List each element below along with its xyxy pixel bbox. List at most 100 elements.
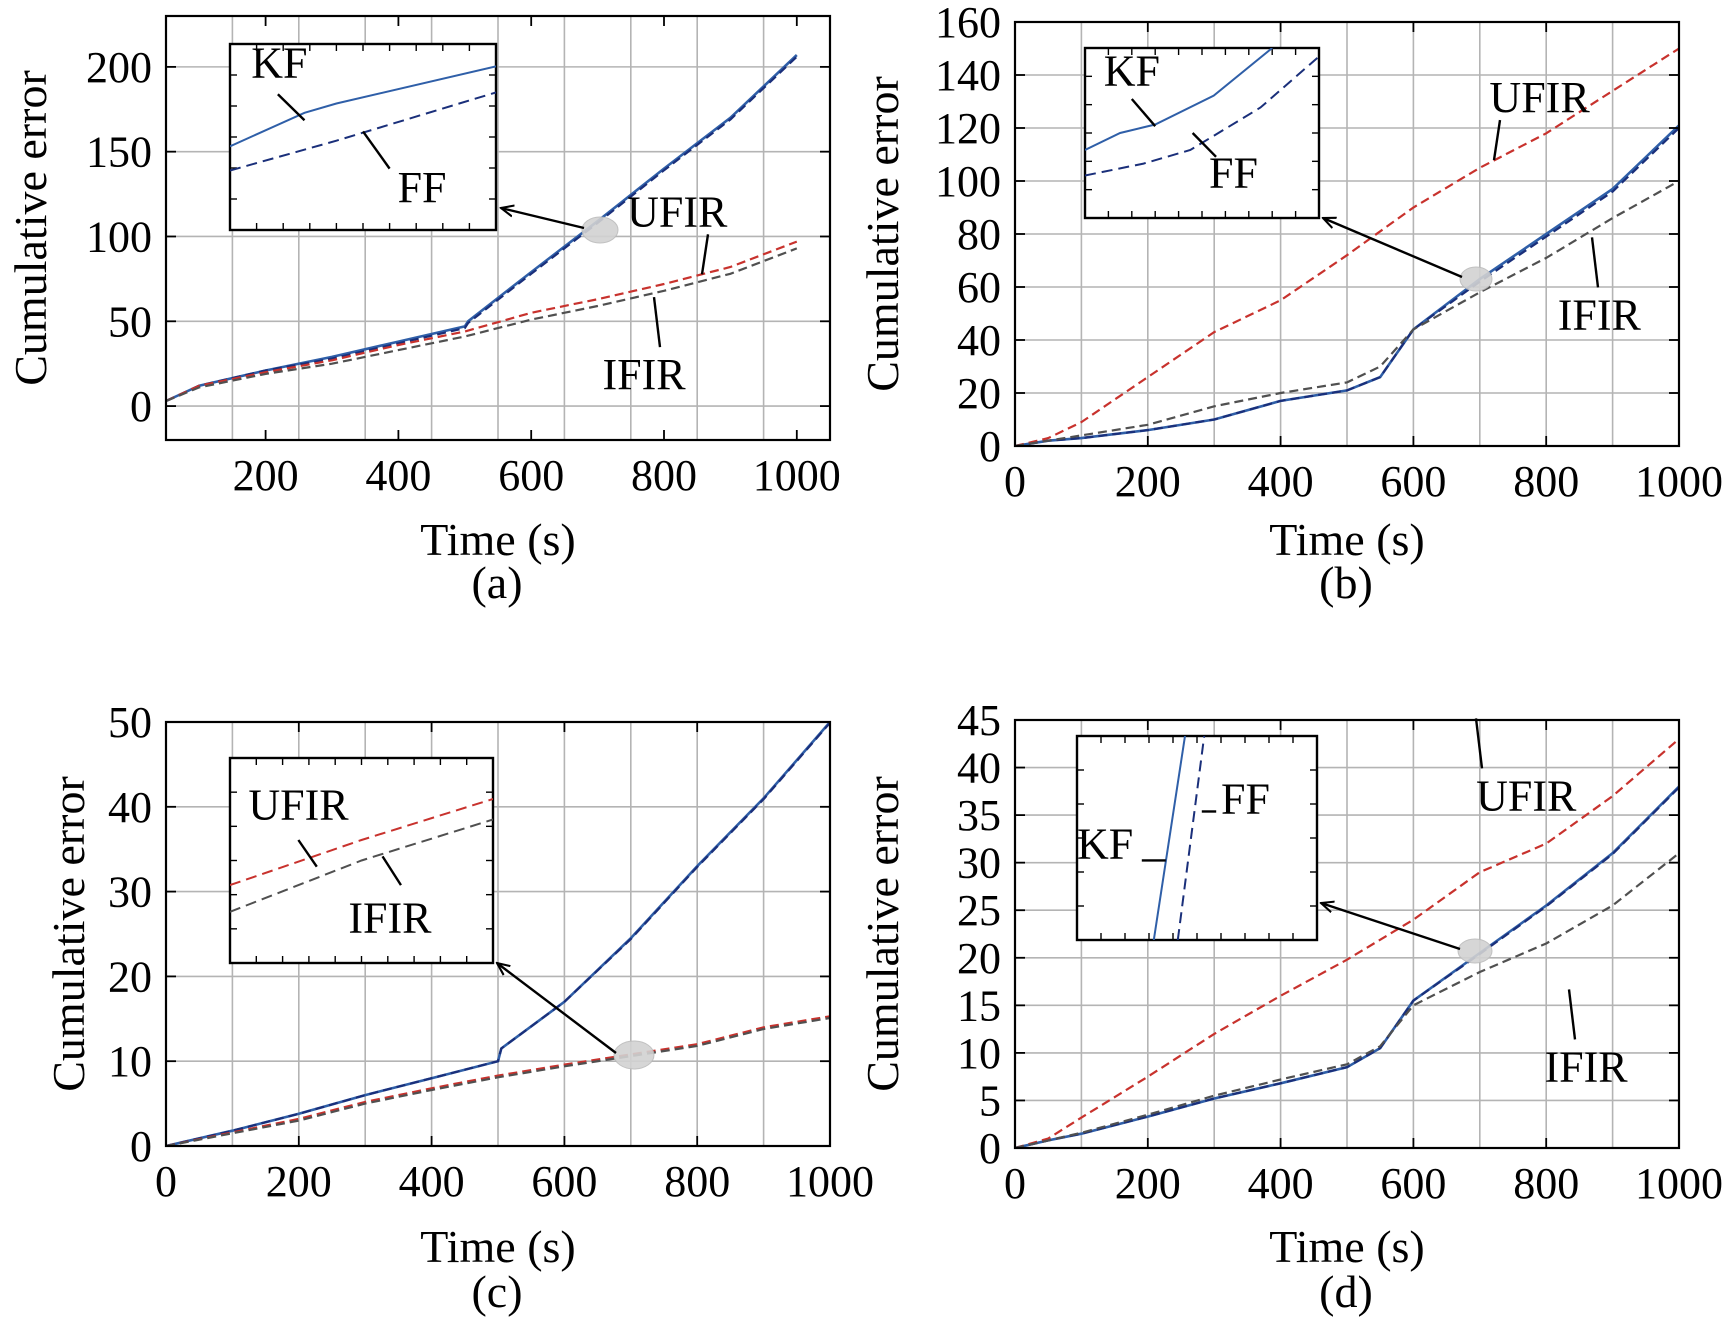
y-tick-label: 50 — [108, 297, 152, 346]
y-tick-label: 35 — [957, 791, 1001, 840]
y-tick-label: 0 — [130, 1122, 152, 1171]
y-tick-label: 50 — [108, 698, 152, 747]
y-tick-label: 15 — [957, 981, 1001, 1030]
series-label-ifir: IFIR — [603, 350, 687, 399]
x-tick-label: 400 — [1248, 1159, 1314, 1208]
x-tick-label: 200 — [233, 451, 299, 500]
y-tick-label: 120 — [935, 104, 1001, 153]
plot-frame — [1013, 718, 1681, 1150]
inset-series-group — [230, 798, 493, 913]
x-tick-label: 400 — [1248, 457, 1314, 506]
x-tick-label: 600 — [531, 1157, 597, 1206]
inset-label-pointer — [1191, 132, 1217, 158]
y-tick-label: 80 — [957, 210, 1001, 259]
series-line-kf — [166, 722, 830, 1146]
series-line-ifir — [166, 1016, 830, 1146]
inset-label-ff: FF — [1209, 148, 1258, 197]
y-tick-label: 5 — [979, 1076, 1001, 1125]
inset-series-group — [1152, 736, 1206, 940]
x-tick-label: 1000 — [753, 451, 841, 500]
y-tick-label: 140 — [935, 51, 1001, 100]
series-line-ff — [166, 55, 798, 402]
label-pointer — [1590, 237, 1600, 288]
y-tick-label: 20 — [108, 952, 152, 1001]
inset-series-group — [230, 65, 496, 172]
y-axis-title: Cumulative error — [857, 76, 908, 392]
inset-label-ifir: IFIR — [348, 893, 432, 942]
x-tick-label: 1000 — [786, 1157, 874, 1206]
x-tick-label: 800 — [631, 451, 697, 500]
y-tick-label: 25 — [957, 886, 1001, 935]
x-tick-label: 1000 — [1635, 1159, 1723, 1208]
inset: KF FF — [1075, 734, 1319, 942]
y-tick-label: 45 — [957, 696, 1001, 745]
x-tick-label: 0 — [155, 1157, 177, 1206]
x-axis-title: Time (s) — [420, 514, 576, 565]
series-line-ifir — [1015, 852, 1679, 1148]
x-tick-label: 0 — [1004, 1159, 1026, 1208]
x-tick-label: 600 — [1380, 457, 1446, 506]
series-group — [1015, 47, 1679, 446]
inset-line-ff — [1176, 736, 1206, 940]
y-tick-label: 20 — [957, 369, 1001, 418]
label-pointer — [652, 296, 662, 348]
inset: UFIR IFIR — [228, 756, 495, 965]
y-tick-label: 30 — [108, 868, 152, 917]
inset-label-pointer — [1130, 98, 1157, 127]
x-axis-title: Time (s) — [1269, 1221, 1425, 1272]
inset-label-ff: FF — [398, 163, 447, 212]
inset-line-kf — [230, 65, 496, 148]
series-label-ufir: UFIR — [1489, 73, 1590, 122]
panel-label: (c) — [471, 1266, 522, 1317]
x-tick-label: 800 — [1513, 1159, 1579, 1208]
x-tick-label: 800 — [1513, 457, 1579, 506]
x-tick-label: 600 — [1380, 1159, 1446, 1208]
x-axis-title: Time (s) — [420, 1221, 576, 1272]
y-axis-title: Cumulative error — [5, 70, 56, 386]
chart-panel: 200 400 600 800 1000 0 50 100 150 200 Time (s) Cumu… — [5, 14, 841, 608]
y-axis-title: Cumulative error — [43, 776, 94, 1092]
chart-panel: 0 200 400 600 800 1000 0 10 20 30 40 50 Time (s) Cumu… — [43, 698, 874, 1317]
panel-label: (b) — [1319, 557, 1373, 608]
y-axis-title: Cumulative error — [857, 776, 908, 1092]
y-tick-label: 0 — [979, 422, 1001, 471]
y-tick-label: 0 — [979, 1124, 1001, 1173]
inset-label-kf: KF — [1077, 819, 1133, 868]
inset-label-pointer — [381, 855, 402, 886]
series-group — [1015, 738, 1679, 1148]
x-tick-label: 200 — [1115, 457, 1181, 506]
x-tick-label: 200 — [266, 1157, 332, 1206]
y-tick-label: 40 — [957, 744, 1001, 793]
series-group — [166, 54, 798, 403]
zoom-highlight — [1457, 938, 1493, 964]
inset-line-ifir — [230, 818, 493, 913]
inset-line-ff — [230, 91, 496, 172]
x-tick-label: 600 — [498, 451, 564, 500]
inset-label-pointer — [362, 130, 391, 170]
series-line-ff — [1015, 786, 1679, 1148]
plot-frame — [164, 14, 832, 442]
inset-label-kf: KF — [1104, 46, 1160, 95]
inset-label-pointer — [297, 839, 318, 868]
zoom-highlight — [581, 216, 619, 244]
x-tick-label: 200 — [1115, 1159, 1181, 1208]
series-line-ifir — [166, 247, 798, 403]
y-tick-label: 100 — [935, 157, 1001, 206]
y-tick-label: 40 — [108, 783, 152, 832]
zoom-highlight — [1459, 266, 1493, 292]
y-tick-label: 0 — [130, 382, 152, 431]
series-line-ufir — [166, 1015, 830, 1146]
series-line-ufir — [166, 240, 798, 402]
inset-label-pointer — [277, 93, 306, 122]
series-line-ufir — [1015, 47, 1679, 446]
y-tick-label: 30 — [957, 839, 1001, 888]
inset-line-ff — [1085, 55, 1319, 177]
y-tick-label: 160 — [935, 0, 1001, 47]
x-tick-label: 1000 — [1635, 457, 1723, 506]
inset-line-ufir — [230, 798, 493, 887]
series-line-ifir — [1015, 180, 1679, 446]
x-tick-label: 400 — [399, 1157, 465, 1206]
label-pointer — [1567, 989, 1577, 1040]
